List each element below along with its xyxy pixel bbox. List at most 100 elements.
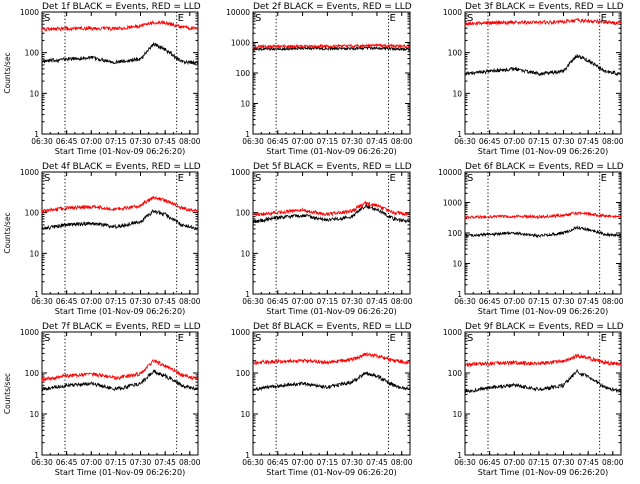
chart-7-xtick-label-3: 07:00 <box>80 458 102 467</box>
chart-1-series-black <box>41 42 199 66</box>
chart-4-ytick-label-2: 10 <box>29 249 39 258</box>
chart-4-marker-e: E <box>178 173 184 184</box>
chart-6-xlabel: Start Time (01-Nov-09 06:26:20) <box>478 307 608 316</box>
chart-4-xtick-label-4: 07:15 <box>105 297 127 306</box>
chart-9-xtick-label-5: 07:30 <box>553 458 575 467</box>
chart-2-xtick-label-6: 07:45 <box>366 137 388 146</box>
chart-5-marker-e: E <box>390 173 396 184</box>
chart-1-series-red <box>41 19 199 32</box>
chart-6-series-black <box>464 224 621 239</box>
chart-8-xlabel: Start Time (01-Nov-09 06:26:20) <box>266 468 396 477</box>
chart-8-series-black <box>252 371 411 392</box>
chart-9-ytick-label-2: 10 <box>452 410 462 419</box>
chart-4-series-black <box>41 209 199 231</box>
chart-3-marker-s: S <box>467 13 473 24</box>
chart-4-title: Det 4f BLACK = Events, RED = LLD <box>42 162 201 172</box>
chart-4-marker-s: S <box>44 173 50 184</box>
chart-8-xtick-label-7: 08:00 <box>391 458 413 467</box>
chart-9-xtick-label-4: 07:15 <box>528 458 550 467</box>
chart-3-ytick-label-4: 1000 <box>443 8 462 17</box>
chart-7-ylabel: Counts/sec <box>3 373 12 414</box>
chart-8-marker-e: E <box>390 333 396 344</box>
chart-6-ytick-label-5: 10000 <box>438 168 462 177</box>
chart-3-title: Det 3f BLACK = Events, RED = LLD <box>465 2 624 12</box>
chart-6-title: Det 6f BLACK = Events, RED = LLD <box>465 162 624 172</box>
chart-4-xtick-label-7: 08:00 <box>179 297 201 306</box>
chart-7-frame <box>41 331 199 456</box>
chart-2-xtick-label-3: 07:00 <box>292 137 314 146</box>
chart-6-xtick-label-5: 07:30 <box>553 297 575 306</box>
chart-7-xtick-label-6: 07:45 <box>154 458 176 467</box>
chart-9-xtick-label-6: 07:45 <box>577 458 599 467</box>
chart-2-ytick-label-2: 10 <box>240 100 250 109</box>
chart-7-marker-s: S <box>44 333 50 344</box>
chart-4-ylabel: Counts/sec <box>3 212 12 253</box>
chart-1-panel: Det 1f BLACK = Events, RED = LLD 06:30 06:… <box>3 2 201 156</box>
chart-8-xtick-label-3: 07:00 <box>292 458 314 467</box>
chart-9-ytick-label-3: 100 <box>448 369 463 378</box>
chart-1-ytick-label-2: 10 <box>29 89 39 98</box>
chart-7-ytick-label-3: 100 <box>25 369 40 378</box>
chart-6-ytick-label-2: 10 <box>452 260 462 269</box>
chart-1-frame <box>41 11 199 135</box>
chart-6-xtick-label-1: 06:30 <box>454 297 476 306</box>
chart-4-xtick-label-6: 07:45 <box>154 297 176 306</box>
chart-5-xlabel: Start Time (01-Nov-09 06:26:20) <box>266 307 396 316</box>
chart-3-xlabel: Start Time (01-Nov-09 06:26:20) <box>478 147 608 156</box>
chart-7-xlabel: Start Time (01-Nov-09 06:26:20) <box>55 468 185 477</box>
chart-8-frame <box>252 331 411 456</box>
chart-5-ytick-label-1: 1 <box>245 290 250 299</box>
chart-5-marker-s: S <box>255 173 261 184</box>
chart-8-marker-s: S <box>255 333 261 344</box>
chart-3-panel: Det 3f BLACK = Events, RED = LLD 06:30 06:… <box>443 2 624 156</box>
chart-4-panel: Det 4f BLACK = Events, RED = LLD 06:30 06:… <box>3 162 201 316</box>
chart-6-series-red <box>464 210 622 220</box>
chart-6-xtick-label-6: 07:45 <box>577 297 599 306</box>
chart-2-xtick-label-4: 07:15 <box>317 137 339 146</box>
chart-9-marker-e: E <box>601 333 607 344</box>
chart-3-xtick-label-5: 07:30 <box>553 137 575 146</box>
chart-5-title: Det 5f BLACK = Events, RED = LLD <box>253 162 412 172</box>
chart-1-xtick-label-3: 07:00 <box>80 137 102 146</box>
chart-7-xtick-label-1: 06:30 <box>31 458 53 467</box>
chart-5-xtick-label-6: 07:45 <box>366 297 388 306</box>
chart-9-series-black <box>464 368 622 395</box>
chart-3-marker-e: E <box>601 13 607 24</box>
chart-3-xtick-label-6: 07:45 <box>577 137 599 146</box>
chart-5-ytick-label-2: 10 <box>240 249 250 258</box>
chart-4-ytick-label-4: 1000 <box>20 168 39 177</box>
chart-3-series-black <box>464 54 622 77</box>
chart-2-xtick-label-2: 06:45 <box>267 137 289 146</box>
chart-2-frame <box>252 11 411 135</box>
chart-5-xtick-label-5: 07:30 <box>341 297 363 306</box>
chart-3-xtick-label-4: 07:15 <box>528 137 550 146</box>
chart-6-ytick-label-3: 100 <box>448 229 463 238</box>
chart-4-xtick-label-1: 06:30 <box>31 297 53 306</box>
chart-3-ytick-label-1: 1 <box>457 130 462 139</box>
chart-7-xtick-label-7: 08:00 <box>179 458 201 467</box>
chart-7-series-black <box>42 369 199 392</box>
chart-4-ytick-label-1: 1 <box>34 290 39 299</box>
chart-4-series-red <box>41 195 199 214</box>
chart-3-xtick-label-7: 08:00 <box>602 137 624 146</box>
chart-2-title: Det 2f BLACK = Events, RED = LLD <box>253 2 412 12</box>
chart-5-xtick-label-1: 06:30 <box>242 297 264 306</box>
chart-6-xtick-label-2: 06:45 <box>479 297 501 306</box>
chart-9-xtick-label-1: 06:30 <box>454 458 476 467</box>
chart-4-xtick-label-3: 07:00 <box>80 297 102 306</box>
chart-5-ytick-label-3: 100 <box>236 209 251 218</box>
chart-2-marker-s: S <box>255 13 261 24</box>
chart-4-xtick-label-2: 06:45 <box>56 297 78 306</box>
chart-8-xtick-label-2: 06:45 <box>267 458 289 467</box>
chart-1-ytick-label-4: 1000 <box>20 8 39 17</box>
chart-6-xtick-label-4: 07:15 <box>528 297 550 306</box>
chart-7-ytick-label-2: 10 <box>29 410 39 419</box>
chart-1-title: Det 1f BLACK = Events, RED = LLD <box>42 2 201 12</box>
chart-6-xtick-label-7: 08:00 <box>602 297 624 306</box>
chart-3-xtick-label-3: 07:00 <box>503 137 525 146</box>
chart-3-xtick-label-2: 06:45 <box>479 137 501 146</box>
chart-9-marker-s: S <box>467 333 473 344</box>
chart-9-xtick-label-2: 06:45 <box>479 458 501 467</box>
chart-7-ytick-label-1: 1 <box>34 451 39 460</box>
